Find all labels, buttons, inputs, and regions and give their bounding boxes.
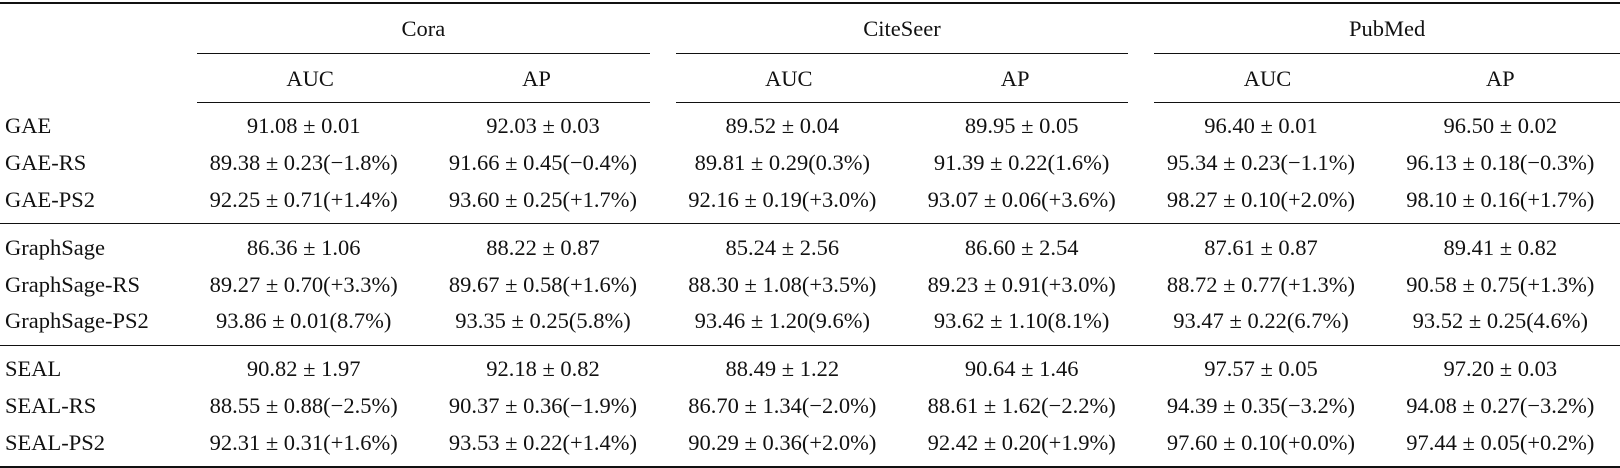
cell-citeseer-auc: 89.81 ± 0.29(0.3%)	[694, 150, 871, 176]
cell-pubmed-auc: 94.39 ± 0.35(−3.2%)	[1166, 392, 1356, 418]
cell-pubmed-auc: 97.60 ± 0.10(+0.0%)	[1141, 424, 1381, 468]
table-row: GraphSage-RS 89.27 ± 0.70(+3.3%) 89.67 ±…	[0, 266, 1620, 303]
cell-cora-ap: 93.60 ± 0.25(+1.7%)	[448, 186, 638, 212]
cell-citeseer-auc: 90.29 ± 0.36(+2.0%)	[662, 424, 902, 468]
cell-citeseer-auc: 92.16 ± 0.19(+3.0%)	[688, 186, 877, 212]
method-name: GraphSage-RS	[5, 271, 140, 297]
cell-pubmed-auc: 95.34 ± 0.23(−1.1%)	[1166, 150, 1356, 176]
cell-cora-auc: 90.82 ± 1.97	[184, 344, 424, 388]
cell-citeseer-auc: 88.30 ± 1.08(+3.5%)	[688, 271, 877, 297]
cell-citeseer-ap: 91.39 ± 0.22(1.6%)	[933, 150, 1110, 176]
table-row: SEAL-RS 88.55 ± 0.88(−2.5%) 90.37 ± 0.36…	[0, 388, 1620, 425]
metric-corner-cell	[0, 54, 184, 103]
method-name: GraphSage	[0, 223, 184, 267]
table-row: GAE-PS2 92.25 ± 0.71(+1.4%) 93.60 ± 0.25…	[0, 182, 1620, 224]
method-name: SEAL-RS	[5, 392, 97, 418]
header-corner-cell	[0, 2, 184, 54]
table-row: GAE-RS 89.38 ± 0.23(−1.8%) 91.66 ± 0.45(…	[0, 145, 1620, 182]
metric-header-cora-ap: AP	[423, 54, 662, 103]
cell-pubmed-auc: 96.40 ± 0.01	[1204, 113, 1318, 139]
cell-citeseer-auc: 85.24 ± 2.56	[662, 223, 902, 267]
cell-pubmed-ap: 90.58 ± 0.75(+1.3%)	[1406, 271, 1595, 297]
table-row: SEAL 90.82 ± 1.97 92.18 ± 0.82 88.49 ± 1…	[0, 344, 1620, 388]
table-row: GraphSage 86.36 ± 1.06 88.22 ± 0.87 85.2…	[0, 223, 1620, 267]
cell-pubmed-ap: 89.41 ± 0.82	[1380, 223, 1620, 267]
cell-pubmed-ap: 96.13 ± 0.18(−0.3%)	[1406, 150, 1595, 176]
method-name: GraphSage-PS2	[5, 308, 149, 334]
cell-citeseer-auc: 88.49 ± 1.22	[662, 344, 902, 388]
method-name: SEAL	[0, 344, 184, 388]
cell-citeseer-auc: 93.46 ± 1.20(9.6%)	[694, 308, 871, 334]
cell-pubmed-ap: 93.52 ± 0.25(4.6%)	[1412, 308, 1589, 334]
cell-cora-auc: 89.27 ± 0.70(+3.3%)	[209, 271, 398, 297]
dataset-header-cora: Cora	[184, 2, 663, 54]
cell-citeseer-ap: 86.60 ± 2.54	[901, 223, 1142, 267]
results-body: GAE 91.08 ± 0.01 92.03 ± 0.03 89.52 ± 0.…	[0, 103, 1620, 468]
cell-pubmed-auc: 87.61 ± 0.87	[1141, 223, 1381, 267]
dataset-header-citeseer: CiteSeer	[662, 2, 1142, 54]
cell-citeseer-ap: 93.07 ± 0.06(+3.6%)	[927, 186, 1116, 212]
cell-cora-auc: 91.08 ± 0.01	[246, 113, 361, 139]
cell-pubmed-ap: 97.20 ± 0.03	[1380, 344, 1620, 388]
cell-citeseer-ap: 90.64 ± 1.46	[901, 344, 1142, 388]
cell-cora-ap: 92.03 ± 0.03	[486, 113, 600, 139]
cell-pubmed-auc: 98.27 ± 0.10(+2.0%)	[1166, 186, 1356, 212]
metric-header-citeseer-ap: AP	[901, 54, 1141, 103]
metric-header-citeseer-auc: AUC	[663, 54, 902, 103]
cell-citeseer-ap: 93.62 ± 1.10(8.1%)	[933, 308, 1110, 334]
cell-citeseer-auc: 89.52 ± 0.04	[725, 113, 840, 139]
cell-citeseer-ap: 88.61 ± 1.62(−2.2%)	[927, 392, 1116, 418]
cell-cora-auc: 93.86 ± 0.01(8.7%)	[215, 308, 392, 334]
dataset-header-pubmed: PubMed	[1141, 2, 1620, 54]
method-name: SEAL-PS2	[0, 424, 184, 468]
cell-cora-ap: 93.53 ± 0.22(+1.4%)	[423, 424, 663, 468]
metric-header-cora-auc: AUC	[184, 54, 424, 103]
table-row: SEAL-PS2 92.31 ± 0.31(+1.6%) 93.53 ± 0.2…	[0, 424, 1620, 468]
cell-cora-ap: 89.67 ± 0.58(+1.6%)	[448, 271, 638, 297]
cell-citeseer-ap: 89.95 ± 0.05	[964, 113, 1079, 139]
cell-citeseer-ap: 89.23 ± 0.91(+3.0%)	[927, 271, 1116, 297]
cell-cora-ap: 88.22 ± 0.87	[423, 223, 663, 267]
cell-cora-ap: 92.18 ± 0.82	[423, 344, 663, 388]
cell-cora-auc: 88.55 ± 0.88(−2.5%)	[209, 392, 398, 418]
cell-pubmed-ap: 98.10 ± 0.16(+1.7%)	[1406, 186, 1595, 212]
cell-citeseer-auc: 86.70 ± 1.34(−2.0%)	[688, 392, 877, 418]
metric-header-row: AUC AP AUC AP AUC AP	[0, 54, 1620, 103]
cell-cora-ap: 90.37 ± 0.36(−1.9%)	[448, 392, 638, 418]
dataset-header-row: Cora CiteSeer PubMed	[0, 2, 1620, 54]
cell-cora-auc: 89.38 ± 0.23(−1.8%)	[209, 150, 398, 176]
cell-pubmed-ap: 94.08 ± 0.27(−3.2%)	[1406, 392, 1595, 418]
cell-cora-ap: 93.35 ± 0.25(5.8%)	[455, 308, 631, 334]
method-name: GAE-PS2	[5, 186, 96, 212]
cell-cora-ap: 91.66 ± 0.45(−0.4%)	[448, 150, 638, 176]
cell-cora-auc: 86.36 ± 1.06	[184, 223, 424, 267]
cell-citeseer-ap: 92.42 ± 0.20(+1.9%)	[901, 424, 1142, 468]
cell-pubmed-auc: 97.57 ± 0.05	[1141, 344, 1381, 388]
cell-pubmed-auc: 88.72 ± 0.77(+1.3%)	[1166, 271, 1356, 297]
cell-pubmed-ap: 96.50 ± 0.02	[1443, 113, 1558, 139]
method-name: GAE	[5, 113, 52, 139]
method-name: GAE-RS	[5, 150, 87, 176]
cell-pubmed-ap: 97.44 ± 0.05(+0.2%)	[1380, 424, 1620, 468]
table-row: GAE 91.08 ± 0.01 92.03 ± 0.03 89.52 ± 0.…	[0, 103, 1620, 145]
cell-cora-auc: 92.25 ± 0.71(+1.4%)	[209, 186, 398, 212]
metric-header-pubmed-ap: AP	[1380, 54, 1620, 103]
cell-pubmed-auc: 93.47 ± 0.22(6.7%)	[1173, 308, 1349, 334]
cell-cora-auc: 92.31 ± 0.31(+1.6%)	[184, 424, 424, 468]
table-row: GraphSage-PS2 93.86 ± 0.01(8.7%) 93.35 ±…	[0, 303, 1620, 345]
metric-header-pubmed-auc: AUC	[1141, 54, 1381, 103]
